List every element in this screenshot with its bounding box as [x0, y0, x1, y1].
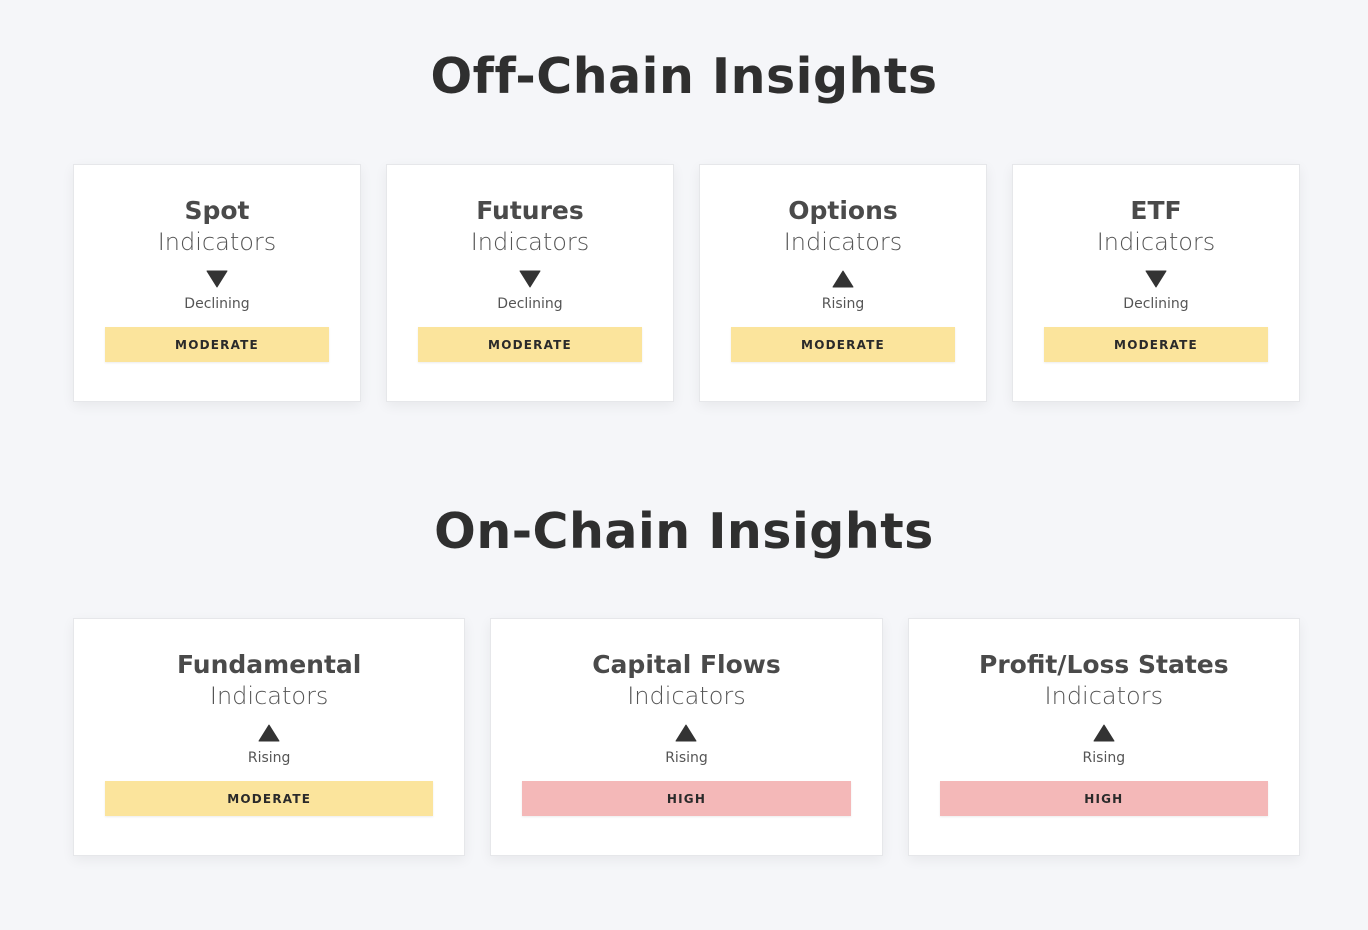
- card-subtitle: Indicators: [209, 682, 329, 710]
- card-row: Fundamental Indicators Rising MODERATE Capit…: [73, 618, 1300, 856]
- level-badge: MODERATE: [418, 327, 642, 362]
- indicator-card: Futures Indicators Declining MODERATE: [386, 164, 674, 402]
- level-badge: HIGH: [522, 781, 851, 816]
- indicator-card: ETF Indicators Declining MODERATE: [1012, 164, 1300, 402]
- level-badge: MODERATE: [1044, 327, 1268, 362]
- card-subtitle: Indicators: [1044, 682, 1164, 710]
- trend-arrow: [519, 270, 541, 288]
- arrow-shape: [1145, 270, 1167, 288]
- trend-arrow: [258, 724, 280, 742]
- indicator-card: Fundamental Indicators Rising MODERATE: [73, 618, 466, 856]
- level-badge: HIGH: [939, 781, 1268, 816]
- trend-label: Rising: [665, 750, 708, 766]
- card-title: Capital Flows: [592, 650, 781, 679]
- trend-arrow: [1093, 724, 1115, 742]
- arrow-shape: [675, 724, 697, 742]
- card-subtitle: Indicators: [1096, 228, 1216, 256]
- card-row: Spot Indicators Declining MODERATE Futures In…: [73, 164, 1300, 402]
- level-badge: MODERATE: [731, 327, 955, 362]
- arrow-shape: [519, 270, 541, 288]
- arrow-shape: [832, 270, 854, 288]
- trend-arrow: [675, 724, 697, 742]
- trend-arrow: [1145, 270, 1167, 288]
- card-title: ETF: [1130, 196, 1182, 225]
- card-subtitle: Indicators: [470, 228, 590, 256]
- card-title: Fundamental: [176, 650, 362, 679]
- level-badge: MODERATE: [105, 781, 434, 816]
- trend-arrow: [832, 270, 854, 288]
- trend-label: Declining: [184, 296, 250, 312]
- trend-label: Rising: [821, 296, 865, 312]
- arrow-shape: [1093, 724, 1115, 742]
- card-subtitle: Indicators: [157, 228, 277, 256]
- trend-arrow: [206, 270, 228, 288]
- indicator-card: Profit/Loss States Indicators Rising HIGH: [907, 618, 1300, 856]
- card-subtitle: Indicators: [627, 682, 746, 710]
- arrow-shape: [206, 270, 228, 288]
- card-title: Futures: [476, 196, 584, 225]
- card-title: Options: [788, 196, 898, 225]
- trend-label: Declining: [497, 296, 563, 312]
- level-badge: MODERATE: [105, 327, 329, 362]
- section-title: Off-Chain Insights: [430, 48, 938, 105]
- trend-label: Declining: [1123, 296, 1189, 312]
- indicator-card: Options Indicators Rising MODERATE: [699, 164, 987, 402]
- card-title: Profit/Loss States: [979, 650, 1229, 679]
- card-subtitle: Indicators: [783, 228, 903, 256]
- card-title: Spot: [184, 196, 250, 225]
- arrow-shape: [258, 724, 280, 742]
- section-title: On-Chain Insights: [434, 503, 934, 560]
- indicator-card: Capital Flows Indicators Rising HIGH: [490, 618, 883, 856]
- trend-label: Rising: [1082, 750, 1126, 766]
- indicator-card: Spot Indicators Declining MODERATE: [73, 164, 361, 402]
- trend-label: Rising: [247, 750, 291, 766]
